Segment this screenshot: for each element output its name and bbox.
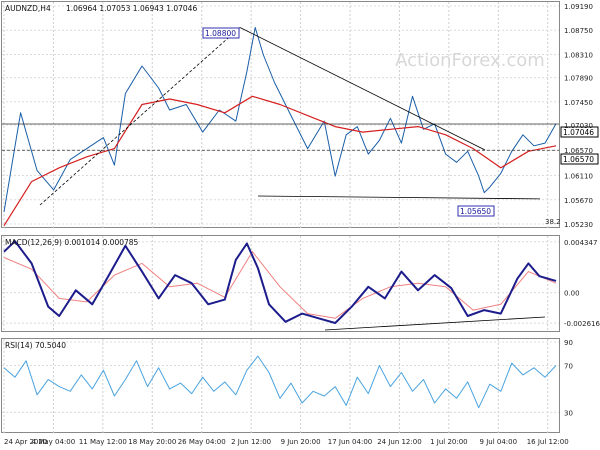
high-annotation: 1.08800 [202, 27, 240, 39]
level-label: 1.06570 [563, 155, 594, 164]
price-line [3, 27, 557, 212]
x-tick-label: 9 Jun 20:00 [281, 438, 321, 446]
moving-average-line [3, 95, 557, 227]
y-tick-label: 1.06110 [564, 173, 593, 181]
macd-title: MACD(12,26,9) 0.001014 0.000785 [5, 238, 139, 247]
x-tick-label: 26 May 04:00 [178, 438, 226, 446]
y-tick-label: 1.07030 [564, 122, 593, 130]
y-tick-label: 1.07890 [564, 75, 593, 83]
price-ohlc: 1.06964 1.07053 1.06943 1.07046 [66, 4, 197, 13]
price-series [2, 27, 559, 227]
rsi-line [3, 355, 557, 409]
x-tick-label: 17 Jun 04:00 [328, 438, 372, 446]
low-annotation: 1.05650 [457, 205, 495, 217]
x-tick-label: 4 May 04:00 [32, 438, 76, 446]
y-tick-label: 90 [564, 339, 573, 347]
rsi-title: RSI(14) 70.5040 [5, 341, 66, 350]
y-tick-label: 0.004347 [564, 239, 597, 247]
y-tick-label: 1.05670 [564, 197, 593, 205]
fib-label: 38.2 [545, 218, 561, 226]
x-tick-label: 9 Jul 04:00 [480, 438, 518, 446]
low-label: 1.05650 [460, 207, 491, 216]
level-marker: 1.06570 [560, 153, 599, 165]
macd-trendline [324, 316, 546, 331]
y-tick-label: 0.00 [564, 290, 580, 298]
falling-trendline [239, 27, 486, 151]
last-price-marker: 1.07046 [560, 126, 599, 138]
last-price-label: 1.07046 [563, 128, 594, 137]
high-label: 1.08800 [205, 29, 236, 38]
x-tick-label: 24 Jun 12:00 [377, 438, 421, 446]
y-tick-label: 30 [564, 409, 573, 417]
signal-line [3, 251, 557, 319]
support-trendline [257, 195, 541, 200]
y-tick-label: -0.002616 [564, 320, 600, 328]
x-tick-label: 24 Apr 2020 [4, 438, 47, 446]
grid-lines [2, 2, 559, 433]
y-tick-label: 1.06570 [564, 147, 593, 155]
x-tick-label: 11 May 12:00 [79, 438, 127, 446]
price-title: AUDNZD,H4 [5, 4, 51, 13]
y-tick-label: 70 [564, 362, 573, 370]
y-tick-label: 1.08750 [564, 27, 593, 35]
x-tick-label: 1 Jul 20:00 [430, 438, 468, 446]
y-tick-label: 1.05230 [564, 221, 593, 229]
watermark: ActionForex.com [395, 50, 545, 71]
y-tick-label: 1.08310 [564, 51, 593, 59]
y-tick-label: 1.09190 [564, 3, 593, 11]
macd-line [3, 240, 557, 324]
y-tick-label: 1.07450 [564, 99, 593, 107]
rsi-series [3, 355, 557, 409]
x-tick-label: 2 Jun 12:00 [231, 438, 271, 446]
rsi-panel [1, 338, 560, 433]
x-tick-label: 16 Jul 12:00 [527, 438, 569, 446]
price-panel [1, 1, 560, 228]
rising-trendline [39, 27, 241, 206]
x-tick-label: 18 May 20:00 [128, 438, 176, 446]
macd-series [3, 240, 557, 331]
